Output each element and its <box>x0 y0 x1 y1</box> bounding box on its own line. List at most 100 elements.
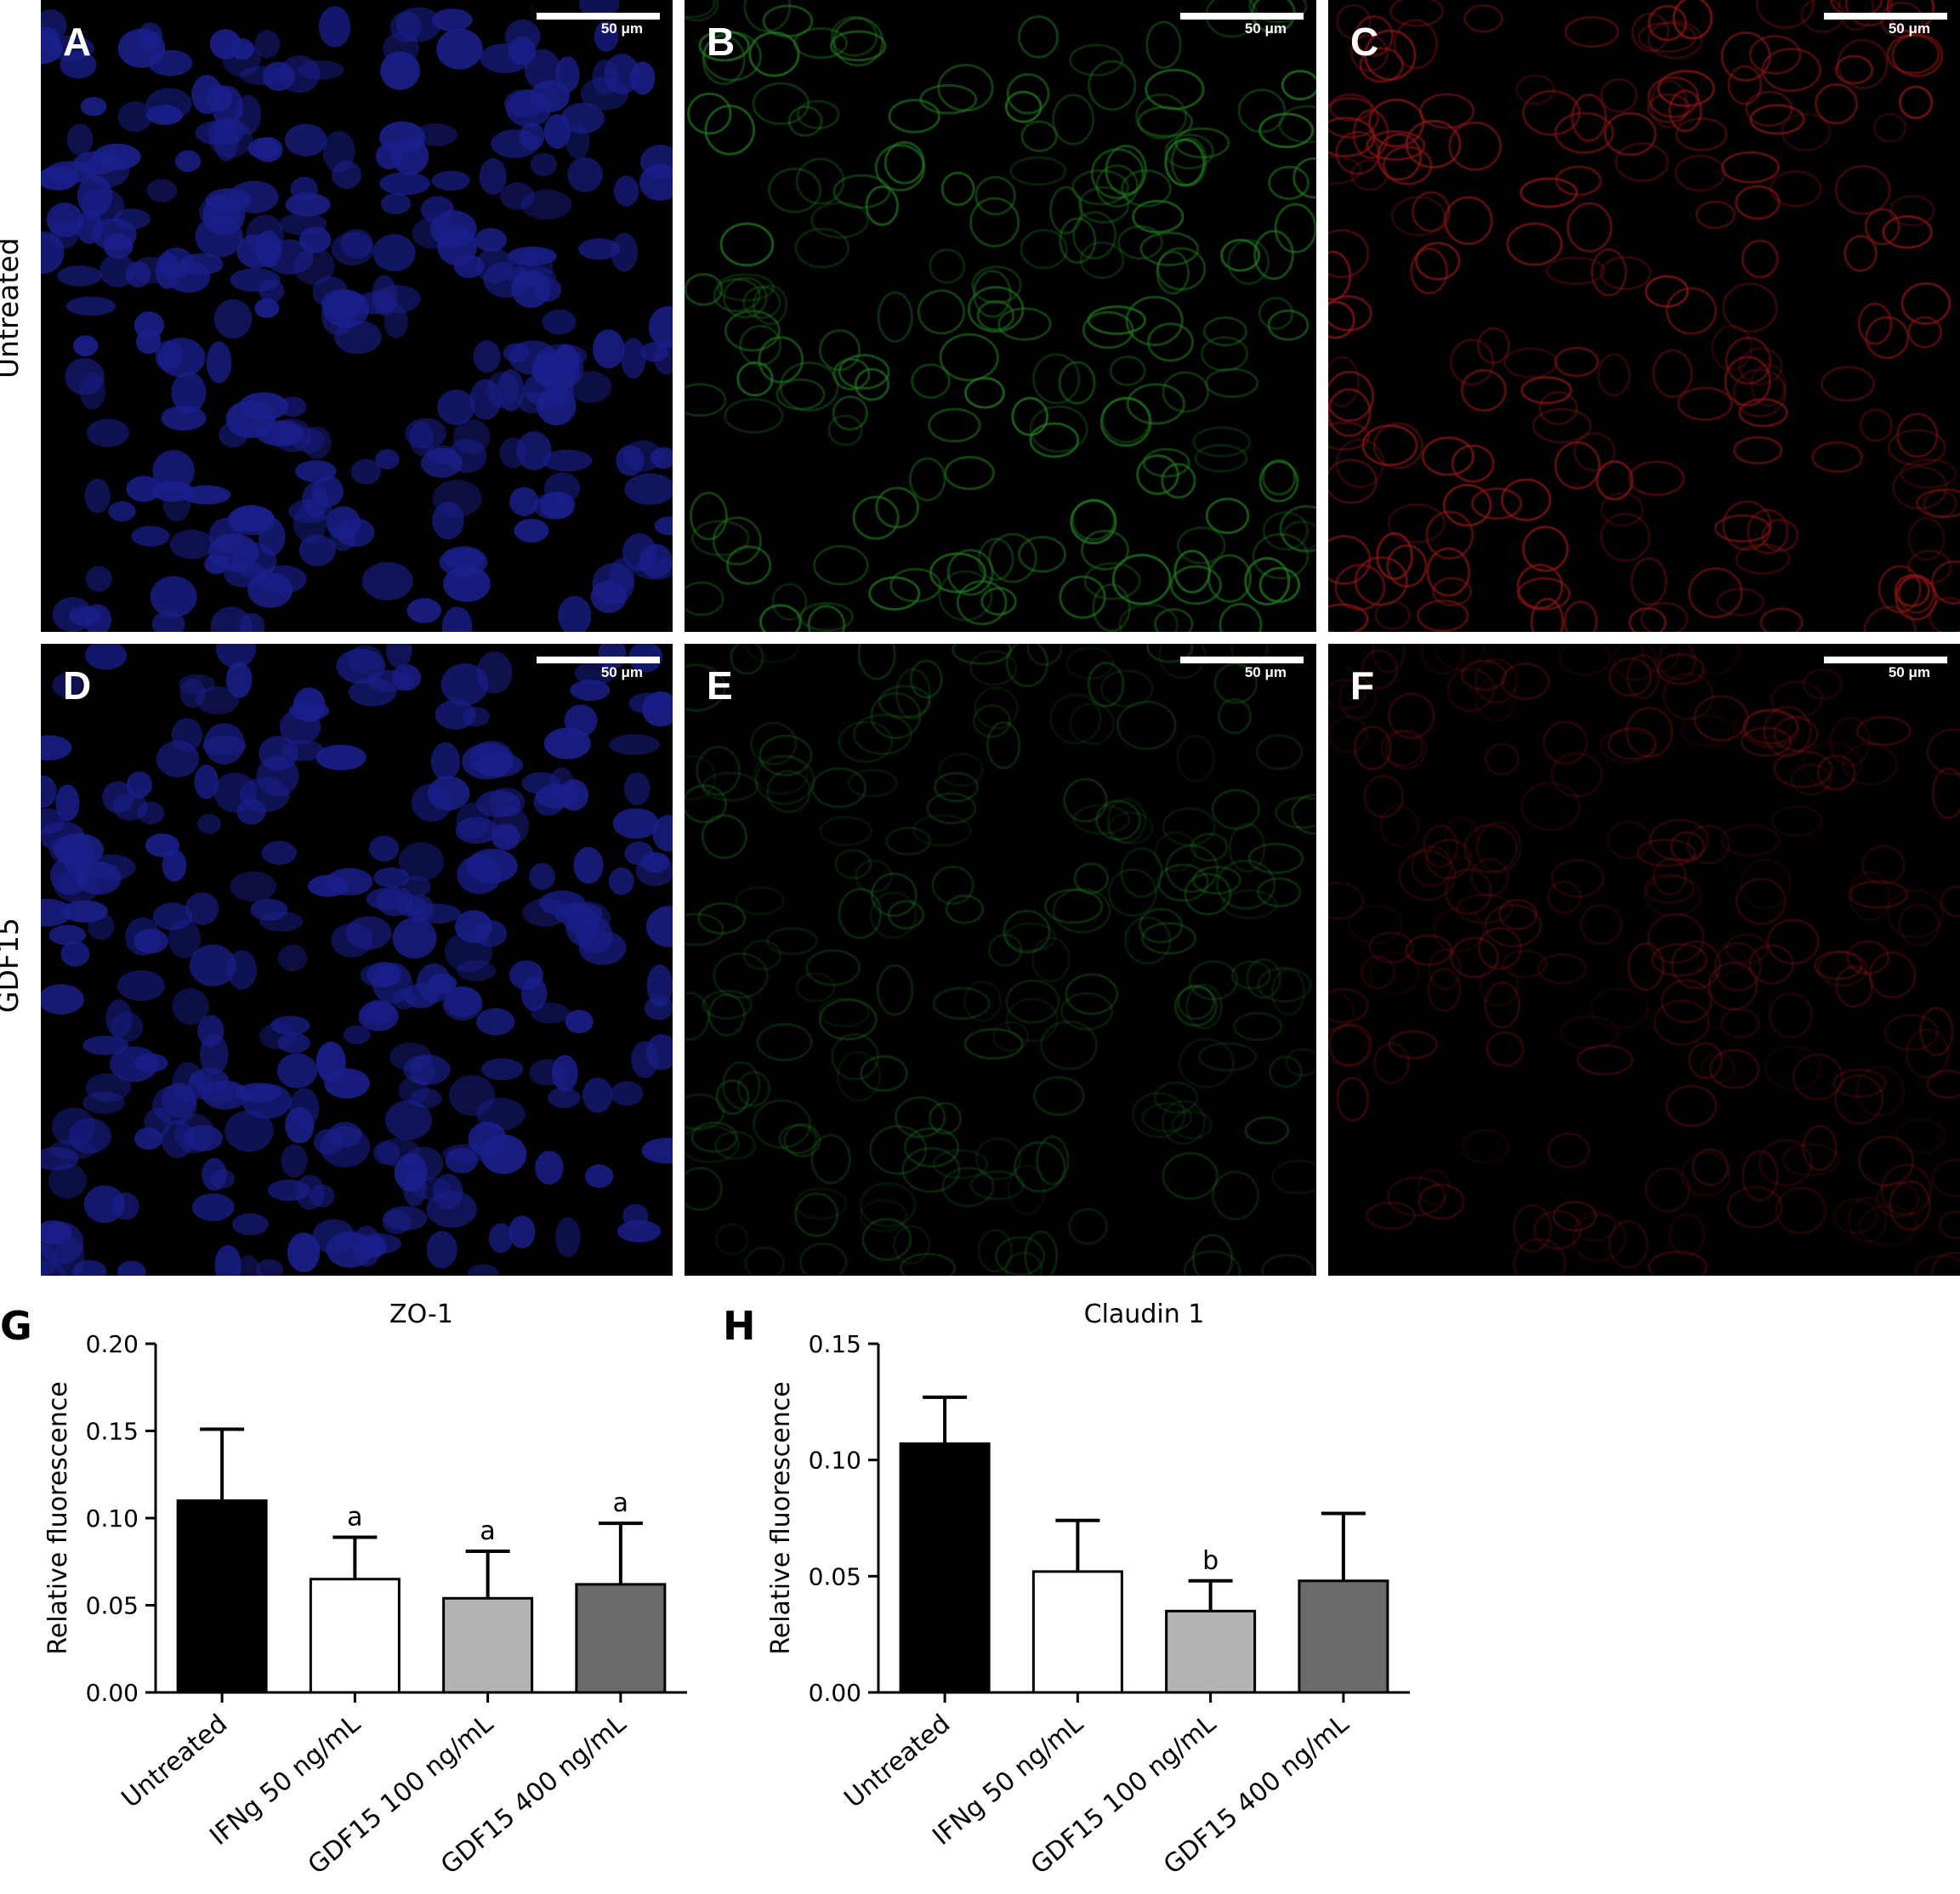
membrane-outline <box>1905 1028 1950 1079</box>
membrane-outline <box>690 520 750 557</box>
membrane-outline <box>1065 646 1115 680</box>
membrane-outline <box>1246 958 1281 999</box>
membrane-outline <box>1665 287 1718 335</box>
nucleus-blob <box>169 529 214 560</box>
nucleus-blob <box>455 816 498 845</box>
nucleus-blob <box>105 998 133 1038</box>
membrane-outline <box>1137 105 1194 138</box>
nucleus-blob <box>473 340 501 373</box>
nucleus-blob <box>51 1107 96 1146</box>
membrane-outline <box>1745 90 1793 128</box>
nucleus-blob <box>203 723 245 765</box>
membrane-outline <box>753 754 810 795</box>
nucleus-blob <box>580 77 629 111</box>
membrane-outline <box>1926 728 1960 776</box>
nucleus-blob <box>52 596 93 632</box>
membrane-outline <box>1444 867 1492 915</box>
nucleus-blob <box>467 848 518 884</box>
membrane-outline <box>937 63 994 112</box>
nucleus-blob <box>281 1144 308 1178</box>
membrane-outline <box>1024 1230 1059 1276</box>
membrane-outline <box>1257 877 1302 907</box>
membrane-outline <box>1261 458 1297 496</box>
membrane-outline <box>1722 500 1772 551</box>
membrane-outline <box>1657 70 1715 107</box>
nucleus-blob <box>361 561 413 600</box>
membrane-outline <box>1872 112 1907 143</box>
nucleus-blob <box>384 1100 433 1140</box>
membrane-outline <box>940 171 975 207</box>
membrane-outline <box>715 1078 750 1115</box>
membrane-outline <box>1724 355 1771 407</box>
membrane-outline <box>1599 255 1652 291</box>
membrane-outline <box>1140 922 1196 955</box>
membrane-outline <box>1428 948 1462 991</box>
panel-f-scale-bar <box>1824 657 1947 663</box>
membrane-outline <box>1082 310 1134 350</box>
membrane-outline <box>1202 316 1247 347</box>
nucleus-blob <box>491 823 520 850</box>
membrane-outline <box>1693 695 1749 742</box>
nucleus-blob <box>46 202 83 237</box>
membrane-outline <box>888 99 941 134</box>
nucleus-blob <box>543 114 571 149</box>
nucleus-blob <box>439 547 488 577</box>
membrane-outline <box>1599 729 1656 765</box>
membrane-outline <box>1145 20 1182 70</box>
membrane-outline <box>1244 556 1291 606</box>
membrane-outline <box>1156 247 1207 291</box>
membrane-outline <box>1542 720 1588 765</box>
membrane-outline <box>1328 300 1355 339</box>
nucleus-blob <box>435 699 476 730</box>
membrane-outline <box>1461 1129 1509 1164</box>
membrane-outline <box>1930 560 1960 605</box>
membrane-outline <box>1741 708 1800 748</box>
panel-b-scale-bar <box>1180 13 1304 20</box>
membrane-outline <box>1227 238 1270 285</box>
membrane-outline <box>1262 511 1310 551</box>
membrane-outline <box>1644 875 1702 918</box>
membrane-outline <box>1863 606 1917 632</box>
membrane-outline <box>1253 230 1294 281</box>
membrane-outline <box>1738 347 1783 386</box>
membrane-outline <box>1470 857 1509 897</box>
y-axis-label: Relative fluorescence <box>43 1381 73 1654</box>
y-tick-label: 0.15 <box>86 1418 139 1446</box>
nucleus-blob <box>229 180 279 213</box>
nucleus-blob <box>41 1146 79 1171</box>
membrane-outline <box>1689 644 1741 675</box>
membrane-outline <box>813 544 869 586</box>
nucleus-blob <box>125 261 151 288</box>
nucleus-blob <box>480 1058 524 1081</box>
membrane-outline <box>1153 1081 1199 1114</box>
membrane-outline <box>1612 644 1657 682</box>
membrane-outline <box>1559 1015 1620 1050</box>
nucleus-blob <box>389 11 422 43</box>
membrane-outline <box>861 1218 912 1261</box>
membrane-outline <box>1768 992 1813 1039</box>
panel-c-scale-bar <box>1824 13 1947 20</box>
membrane-outline <box>1417 1183 1465 1220</box>
nucleus-blob <box>446 439 487 474</box>
membrane-outline <box>1531 407 1593 444</box>
nucleus-blob <box>582 1078 613 1113</box>
nucleus-blob <box>179 678 206 708</box>
membrane-outline <box>1382 145 1433 185</box>
membrane-outline <box>795 972 837 1003</box>
nucleus-blob <box>254 30 281 59</box>
membrane-outline <box>1761 518 1799 553</box>
membrane-outline <box>1183 1249 1241 1276</box>
nucleus-blob <box>224 1110 274 1152</box>
membrane-outline <box>1105 145 1147 196</box>
membrane-outline <box>956 580 1008 626</box>
significance-label: b <box>1202 1546 1219 1576</box>
membrane-outline <box>1669 830 1706 863</box>
y-tick-label: 0.10 <box>809 1447 861 1475</box>
significance-label: a <box>613 1488 628 1518</box>
membrane-outline <box>1726 1186 1783 1229</box>
nucleus-blob <box>267 1179 311 1202</box>
nucleus-blob <box>262 419 305 446</box>
membrane-outline <box>1889 1180 1931 1231</box>
membrane-outline <box>1363 775 1405 819</box>
membrane-outline <box>1626 653 1660 700</box>
